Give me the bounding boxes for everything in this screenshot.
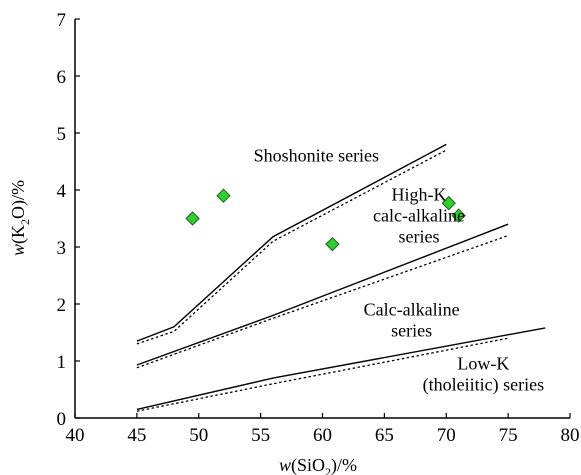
y-tick-label: 4 bbox=[57, 181, 67, 202]
data-point-diamond bbox=[441, 195, 456, 211]
y-tick-label: 2 bbox=[57, 295, 67, 316]
x-tick-label: 50 bbox=[189, 425, 208, 446]
x-axis-label: w(SiO2)/% bbox=[279, 455, 357, 475]
x-tick-label: 45 bbox=[127, 425, 146, 446]
x-tick-label: 40 bbox=[66, 425, 85, 446]
series-labels: Shoshonite seriesHigh-Kcalc-alkalineseri… bbox=[254, 146, 545, 396]
data-point-diamond bbox=[325, 236, 340, 252]
series-label: Calc-alkaline bbox=[364, 299, 460, 319]
data-point-diamond bbox=[185, 211, 200, 226]
y-axis-label: w(K2O)/% bbox=[8, 180, 32, 256]
series-label: High-K bbox=[392, 184, 447, 204]
data-points bbox=[185, 188, 466, 252]
y-tick-label: 5 bbox=[57, 124, 67, 145]
y-tick-label: 1 bbox=[57, 352, 67, 373]
x-tick-label: 60 bbox=[313, 425, 332, 446]
x-tick-label: 65 bbox=[375, 425, 394, 446]
series-label: Low-K bbox=[457, 354, 509, 374]
data-point-diamond bbox=[216, 188, 231, 203]
series-boundary-lines bbox=[136, 143, 546, 412]
data-point-diamond bbox=[451, 208, 466, 223]
series-label: series bbox=[399, 226, 440, 246]
boundary-line-solid bbox=[136, 143, 447, 342]
x-tick-label: 55 bbox=[251, 425, 270, 446]
series-label: series bbox=[391, 320, 432, 340]
axis-ticks bbox=[74, 18, 571, 419]
x-tick-label: 80 bbox=[561, 425, 580, 446]
series-label: (tholeiitic) series bbox=[423, 375, 544, 396]
x-tick-label: 75 bbox=[499, 425, 518, 446]
boundary-line-dotted bbox=[136, 234, 509, 369]
y-tick-label: 6 bbox=[57, 67, 67, 88]
y-tick-label: 7 bbox=[57, 10, 67, 31]
series-label: calc-alkaline bbox=[373, 205, 465, 225]
series-label: Shoshonite series bbox=[254, 146, 380, 166]
y-tick-label: 0 bbox=[57, 409, 67, 430]
boundary-line-solid bbox=[136, 327, 546, 411]
boundary-line-dotted bbox=[136, 337, 509, 412]
y-tick-label: 3 bbox=[57, 238, 67, 259]
x-tick-label: 70 bbox=[437, 425, 456, 446]
boundary-line-solid bbox=[136, 223, 509, 366]
boundary-line-dotted bbox=[136, 149, 447, 345]
